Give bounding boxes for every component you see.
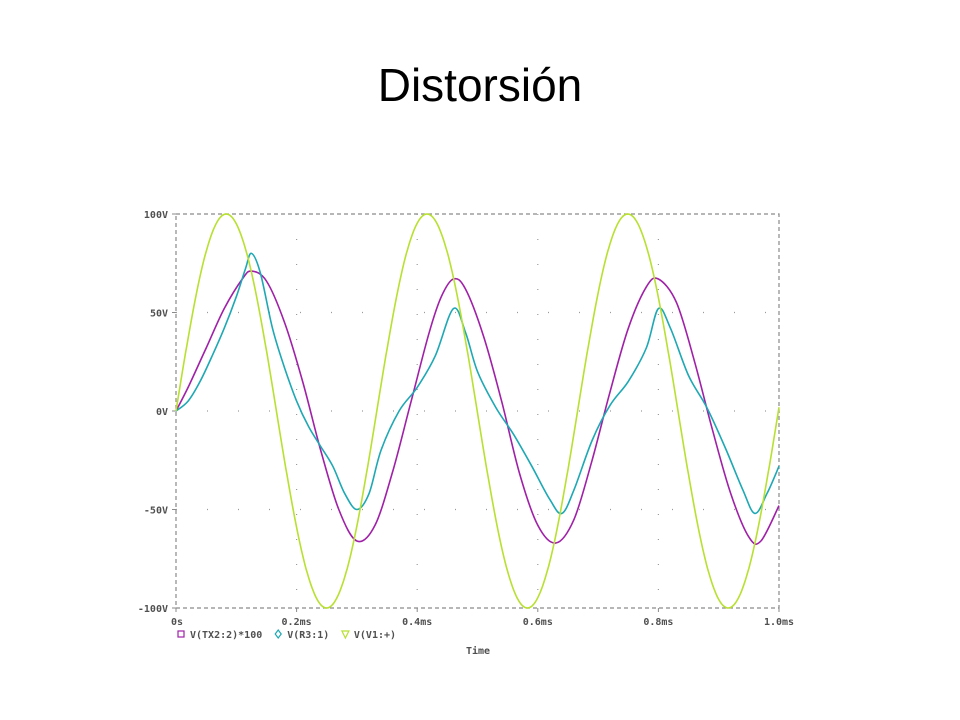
legend-marker-square: [177, 630, 185, 638]
legend-marker-diamond: [274, 629, 282, 639]
y-tick-label: 0V: [156, 407, 168, 418]
x-tick-label: 0.8ms: [643, 617, 673, 628]
x-tick-label: 0s: [171, 617, 183, 628]
x-tick-label: 0.6ms: [523, 617, 553, 628]
legend-entry-1: V(TX2:2)*100: [190, 630, 262, 641]
x-tick-label: 1.0ms: [764, 617, 794, 628]
y-tick-label: 100V: [144, 210, 168, 221]
y-tick-label: 50V: [150, 309, 168, 320]
legend-marker-triangle: [340, 630, 350, 640]
series-line-3: [175, 213, 780, 609]
x-tick-label: 0.2ms: [282, 617, 312, 628]
legend: V(TX2:2)*100 V(R3:1) V(V1:+): [177, 629, 396, 641]
x-axis-label: Time: [466, 645, 490, 657]
series-line-2: [175, 252, 780, 515]
y-tick-label: -50V: [144, 506, 168, 517]
y-axis: 100V 50V 0V -50V -100V: [138, 210, 176, 615]
legend-entry-2: V(R3:1): [287, 630, 329, 641]
x-axis: 0s 0.2ms 0.4ms 0.6ms 0.8ms 1.0ms: [171, 608, 794, 628]
y-tick-label: -100V: [138, 604, 168, 615]
series-line-1: [175, 270, 780, 545]
slide-title: Distorsión: [377, 59, 583, 111]
series-lines: [175, 213, 780, 609]
x-tick-label: 0.4ms: [402, 617, 432, 628]
legend-entry-3: V(V1:+): [354, 630, 396, 641]
